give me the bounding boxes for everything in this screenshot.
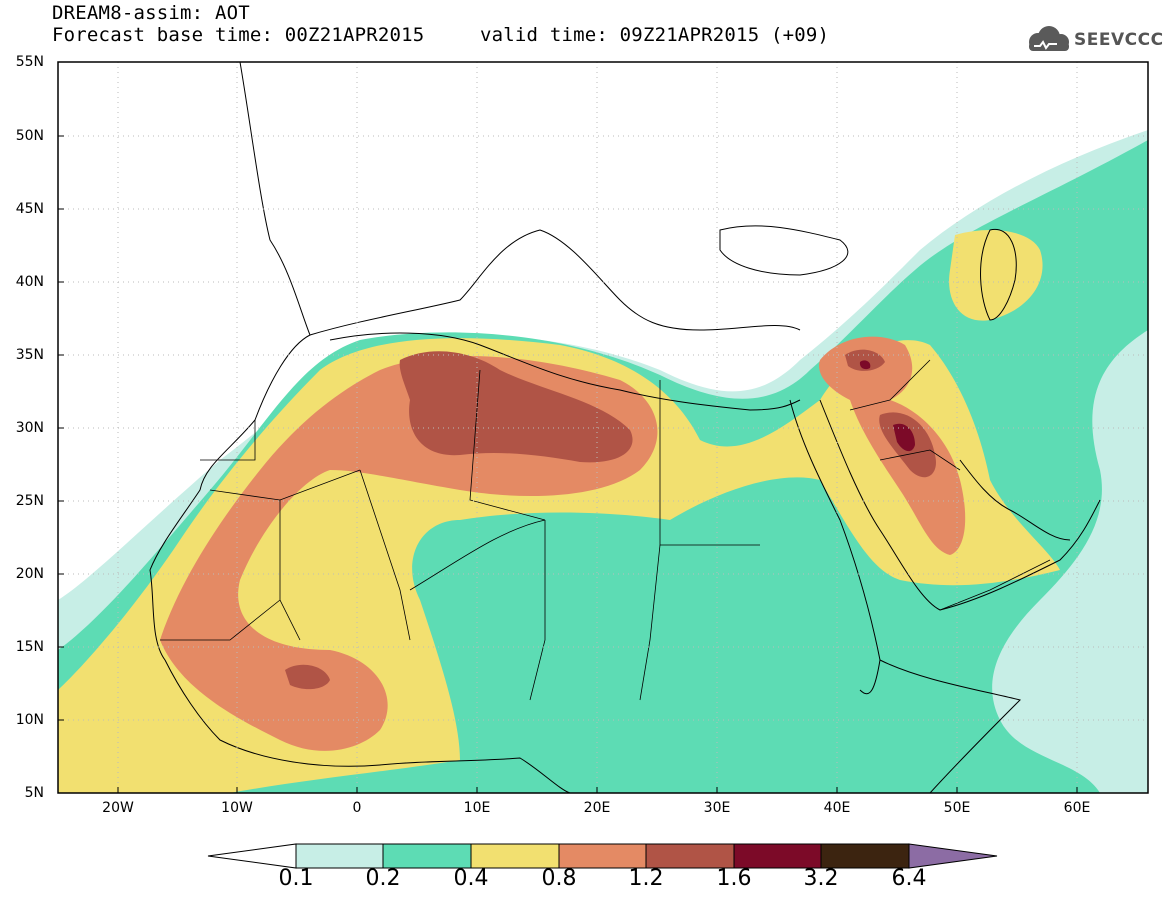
- colorbar-box-1: [295, 843, 384, 869]
- colorbar-label: 0.4: [453, 866, 489, 891]
- ytick-label: 40N: [15, 274, 44, 290]
- colorbar-label: 6.4: [891, 866, 927, 891]
- aot-field: [58, 62, 1148, 793]
- xtick-label: 10E: [463, 800, 491, 816]
- colorbar: [207, 843, 998, 869]
- logo-text: SEEVCCC: [1074, 30, 1164, 50]
- aot-1.6: [893, 423, 915, 452]
- xtick-label: 50E: [943, 800, 971, 816]
- ytick-label: 50N: [15, 128, 44, 144]
- colorbar-label: 3.2: [803, 866, 839, 891]
- xtick-label: 40E: [823, 800, 851, 816]
- ytick-label: 20N: [15, 566, 44, 582]
- ytick-label: 15N: [15, 639, 44, 655]
- xtick-label: 60E: [1063, 800, 1091, 816]
- colorbar-label: 1.2: [628, 866, 664, 891]
- valid-time: valid time: 09Z21APR2015 (+09): [480, 24, 830, 46]
- axis-ticks: [58, 61, 1078, 794]
- xtick-label: 10W: [221, 800, 253, 816]
- xtick-label: 20W: [102, 800, 134, 816]
- colorbar-over-arrow: [908, 843, 998, 869]
- xtick-label: 20E: [583, 800, 611, 816]
- aot-1.2: [399, 351, 633, 463]
- cloud-icon: [1029, 26, 1069, 51]
- colorbar-label: 0.8: [541, 866, 577, 891]
- ytick-label: 5N: [24, 785, 44, 801]
- ytick-label: 45N: [15, 201, 44, 217]
- aot-0.4-caspian: [949, 230, 1043, 321]
- colorbar-label: 0.2: [365, 866, 401, 891]
- colorbar-under-arrow: [207, 843, 297, 869]
- gridlines: [58, 62, 1148, 793]
- aot-1.2-sahel: [285, 664, 330, 690]
- colorbar-label: 0.1: [278, 866, 314, 891]
- colorbar-box-6: [733, 843, 822, 869]
- aot-1.6-iraqn: [859, 360, 871, 370]
- ytick-label: 10N: [15, 712, 44, 728]
- borders: [160, 359, 1051, 701]
- colorbar-box-7: [820, 843, 910, 869]
- colorbar-label: 1.6: [716, 866, 752, 891]
- aot-1.2-iraqn: [845, 349, 885, 371]
- coastlines: [149, 62, 1101, 793]
- colorbar-box-3: [470, 843, 560, 869]
- colorbar-box-4: [558, 843, 647, 869]
- xtick-label: 0: [352, 800, 362, 816]
- xtick-label: 30E: [703, 800, 731, 816]
- ytick-label: 25N: [15, 493, 44, 509]
- chart-title: DREAM8-assim: AOT: [52, 2, 250, 24]
- ytick-label: 55N: [15, 54, 44, 70]
- ytick-label: 35N: [15, 347, 44, 363]
- colorbar-box-2: [382, 843, 472, 869]
- forecast-base-time: Forecast base time: 00Z21APR2015: [52, 24, 425, 46]
- ytick-label: 30N: [15, 420, 44, 436]
- colorbar-box-5: [645, 843, 735, 869]
